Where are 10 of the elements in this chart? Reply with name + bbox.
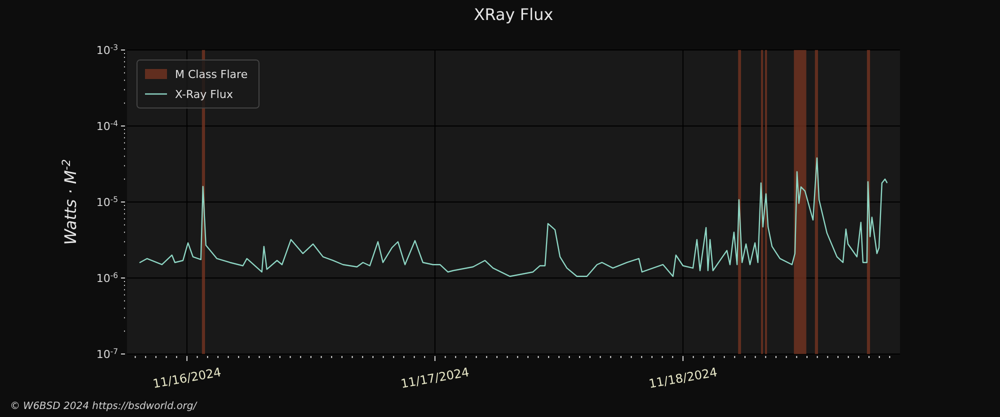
y-tick-label: 10$^{-4}$	[96, 118, 118, 133]
chart-title: XRay Flux	[474, 5, 554, 24]
line-series	[139, 157, 888, 277]
y-tick-label: 10$^{-5}$	[96, 194, 118, 209]
legend-label: X-Ray Flux	[175, 88, 234, 101]
y-tick-label: 10$^{-3}$	[96, 42, 118, 57]
text: © W6BSD 2024 https://bsdworld.org/	[10, 401, 198, 412]
y-tick-label: 10$^{-7}$	[96, 346, 118, 361]
band-label: M Class Flare	[175, 68, 248, 81]
y-tick-label: 10$^{-6}$	[96, 270, 118, 285]
